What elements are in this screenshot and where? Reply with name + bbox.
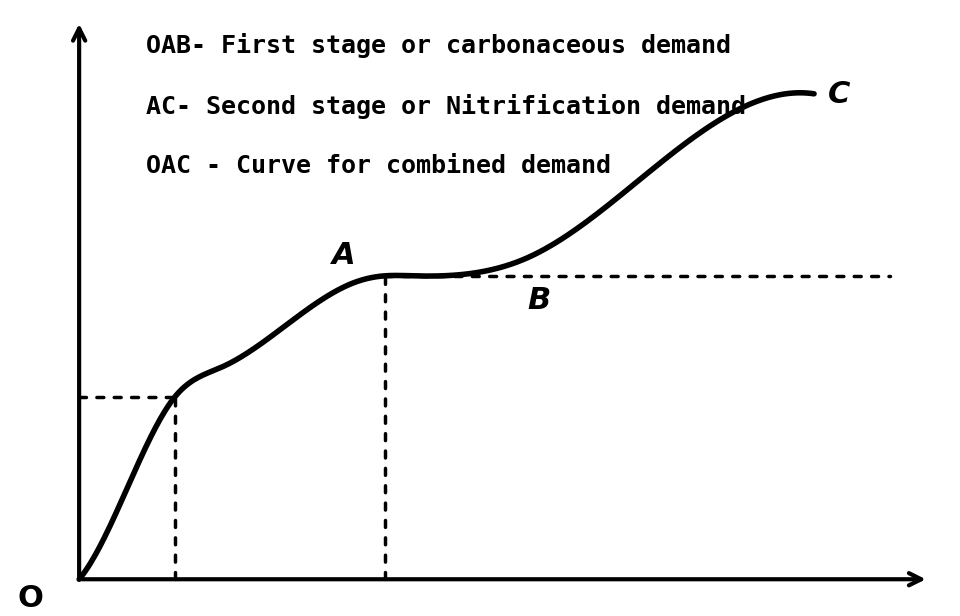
Text: A: A [332,241,356,270]
Text: AC- Second stage or Nitrification demand: AC- Second stage or Nitrification demand [146,94,746,119]
Text: B: B [528,286,551,315]
Text: C: C [828,80,851,109]
Text: OAC - Curve for combined demand: OAC - Curve for combined demand [146,155,611,179]
Text: O: O [17,583,43,612]
Text: OAB- First stage or carbonaceous demand: OAB- First stage or carbonaceous demand [146,33,731,58]
